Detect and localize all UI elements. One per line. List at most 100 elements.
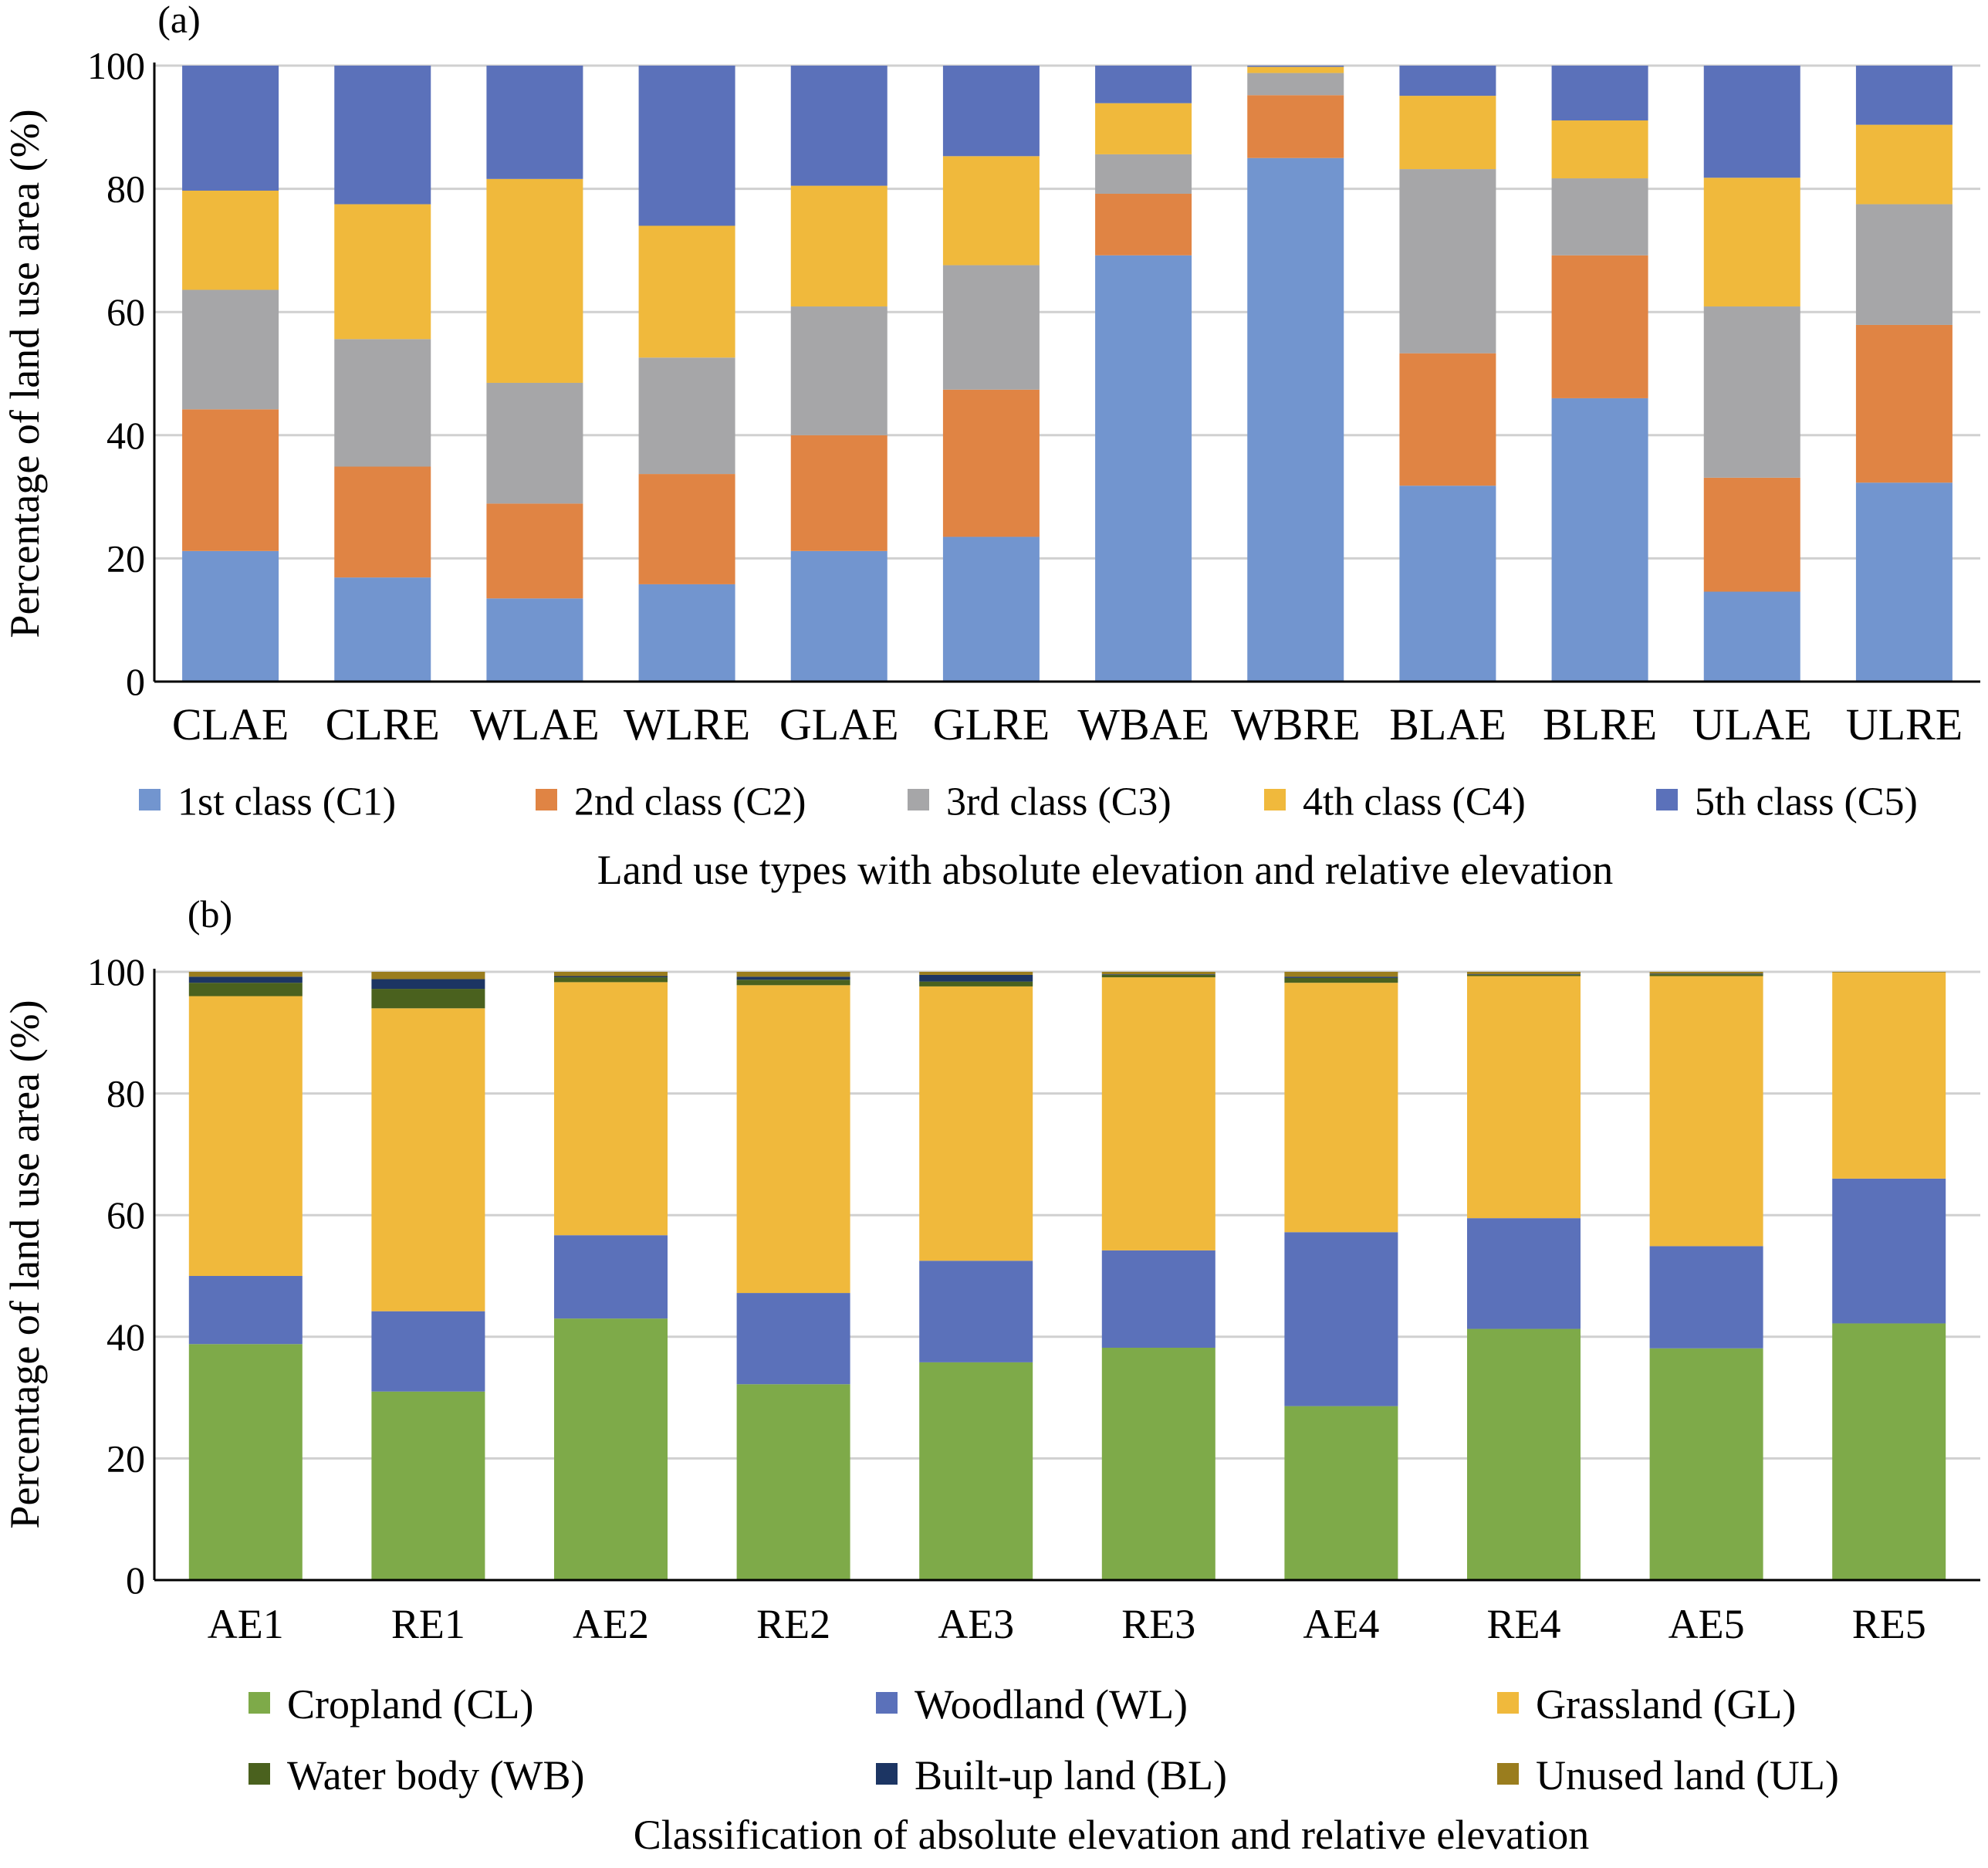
bar-segment-glre-s2 [942,389,1040,537]
bar-segment-ae5-s1 [1649,1348,1763,1580]
x-tick-label: RE4 [1486,1601,1560,1647]
legend-label: 2nd class (C2) [574,780,806,824]
bar-segment-re1-s6 [371,972,485,980]
bar-segment-wbre-s5 [1247,66,1344,67]
bar-segment-re5-s1 [1832,1323,1946,1580]
y-axis-title: Percentage of land use area (%) [2,109,48,638]
bar-segment-ae2-s5 [554,976,668,978]
bar-segment-ae2-s6 [554,972,668,976]
bar-segment-ae5-s5 [1649,973,1763,975]
x-tick-label: ULRE [1846,699,1963,750]
legend-swatch [876,1692,898,1714]
y-tick-label: 40 [106,414,145,457]
bar-segment-blae-s5 [1399,66,1496,96]
legend-label: Woodland (WL) [915,1681,1188,1728]
legend-label: Unused land (UL) [1536,1752,1839,1799]
bar-segment-wbre-s4 [1247,66,1344,73]
y-tick-label: 60 [106,1193,145,1237]
bar-segment-re5-s3 [1832,972,1946,1179]
bar-segment-wlre-s4 [638,225,735,358]
x-tick-label: WBAE [1077,699,1209,750]
bar-segment-re4-s4 [1467,974,1581,976]
bar-segment-re3-s3 [1101,977,1215,1250]
bar-segment-ulae-s2 [1703,477,1800,592]
bar-segment-re2-s5 [736,976,850,980]
legend-swatch [536,789,557,810]
bar-segment-wlae-s2 [486,503,583,599]
bar-segment-blae-s2 [1399,353,1496,486]
bar-segment-re2-s3 [736,985,850,1294]
legend-swatch [908,789,929,810]
bar-segment-re1-s5 [371,979,485,990]
bar-segment-ae5-s6 [1649,972,1763,974]
bar-segment-blre-s5 [1551,66,1648,121]
x-tick-label: WLAE [470,699,600,750]
legend-swatch [1656,789,1678,810]
bar-segment-re3-s6 [1101,972,1215,975]
bar-segment-wbae-s4 [1095,103,1192,154]
bar-segment-ae3-s3 [919,986,1033,1261]
panel-label: (a) [157,0,201,41]
bar-segment-re1-s2 [371,1311,485,1392]
bar-segment-ulre-s3 [1855,204,1952,325]
bar-segment-clre-s2 [334,466,431,578]
legend-label: 3rd class (C3) [946,780,1172,824]
bar-segment-ulae-s5 [1703,66,1800,178]
bar-segment-ae3-s2 [919,1261,1033,1362]
bar-segment-ae1-s6 [188,972,303,977]
bar-segment-re4-s1 [1467,1328,1581,1580]
x-tick-label: RE3 [1121,1601,1195,1647]
legend-swatch [1264,789,1286,810]
x-tick-label: AE3 [938,1601,1014,1647]
x-tick-label: RE5 [1852,1601,1926,1647]
bar-segment-ae5-s4 [1649,974,1763,976]
y-tick-label: 60 [106,290,145,333]
legend-label: Cropland (CL) [287,1681,533,1728]
legend-label: 4th class (C4) [1303,780,1526,824]
bar-segment-blae-s3 [1399,169,1496,354]
legend-swatch [248,1763,270,1785]
bar-segment-ae1-s4 [188,983,303,997]
bar-segment-glae-s4 [790,185,888,307]
x-tick-label: CLRE [326,699,440,750]
x-tick-label: RE2 [756,1601,830,1647]
bar-segment-wlae-s3 [486,382,583,504]
legend-label: Built-up land (BL) [915,1752,1227,1799]
x-tick-label: CLAE [172,699,289,750]
x-tick-label: AE1 [208,1601,284,1647]
legend-swatch [248,1692,270,1714]
bar-segment-ae5-s2 [1649,1246,1763,1349]
bar-segment-re3-s2 [1101,1250,1215,1348]
bar-segment-ulae-s3 [1703,306,1800,478]
legend-label: Water body (WB) [287,1752,585,1799]
bar-segment-re4-s6 [1467,972,1581,975]
bar-segment-ae4-s5 [1284,976,1398,978]
x-tick-label: ULAE [1692,699,1812,750]
bar-segment-ulre-s2 [1855,324,1952,483]
bar-segment-ae1-s1 [188,1344,303,1580]
bar-segment-wbae-s5 [1095,66,1192,103]
x-tick-label: GLAE [779,699,899,750]
y-tick-label: 100 [87,950,145,993]
bar-segment-glre-s5 [942,66,1040,157]
bar-segment-ulre-s1 [1855,482,1952,682]
bar-segment-wlae-s4 [486,178,583,383]
bar-segment-clre-s3 [334,339,431,467]
bar-segment-clae-s4 [182,190,279,290]
bar-segment-wbre-s1 [1247,157,1344,682]
bar-segment-blre-s1 [1551,398,1648,682]
bar-segment-wlre-s3 [638,357,735,475]
bar-segment-glre-s1 [942,536,1040,682]
bar-segment-ae4-s4 [1284,977,1398,983]
bar-segment-re4-s5 [1467,974,1581,975]
bar-segment-ae4-s1 [1284,1406,1398,1580]
legend-swatch [1497,1763,1519,1785]
bar-segment-clae-s3 [182,289,279,410]
legend-label: 5th class (C5) [1695,780,1918,824]
bar-segment-re1-s3 [371,1008,485,1311]
legend-swatch [1497,1692,1519,1714]
bar-segment-re2-s6 [736,972,850,977]
bar-segment-ae4-s3 [1284,983,1398,1233]
bar-segment-ulae-s4 [1703,178,1800,307]
bar-segment-re4-s2 [1467,1218,1581,1329]
